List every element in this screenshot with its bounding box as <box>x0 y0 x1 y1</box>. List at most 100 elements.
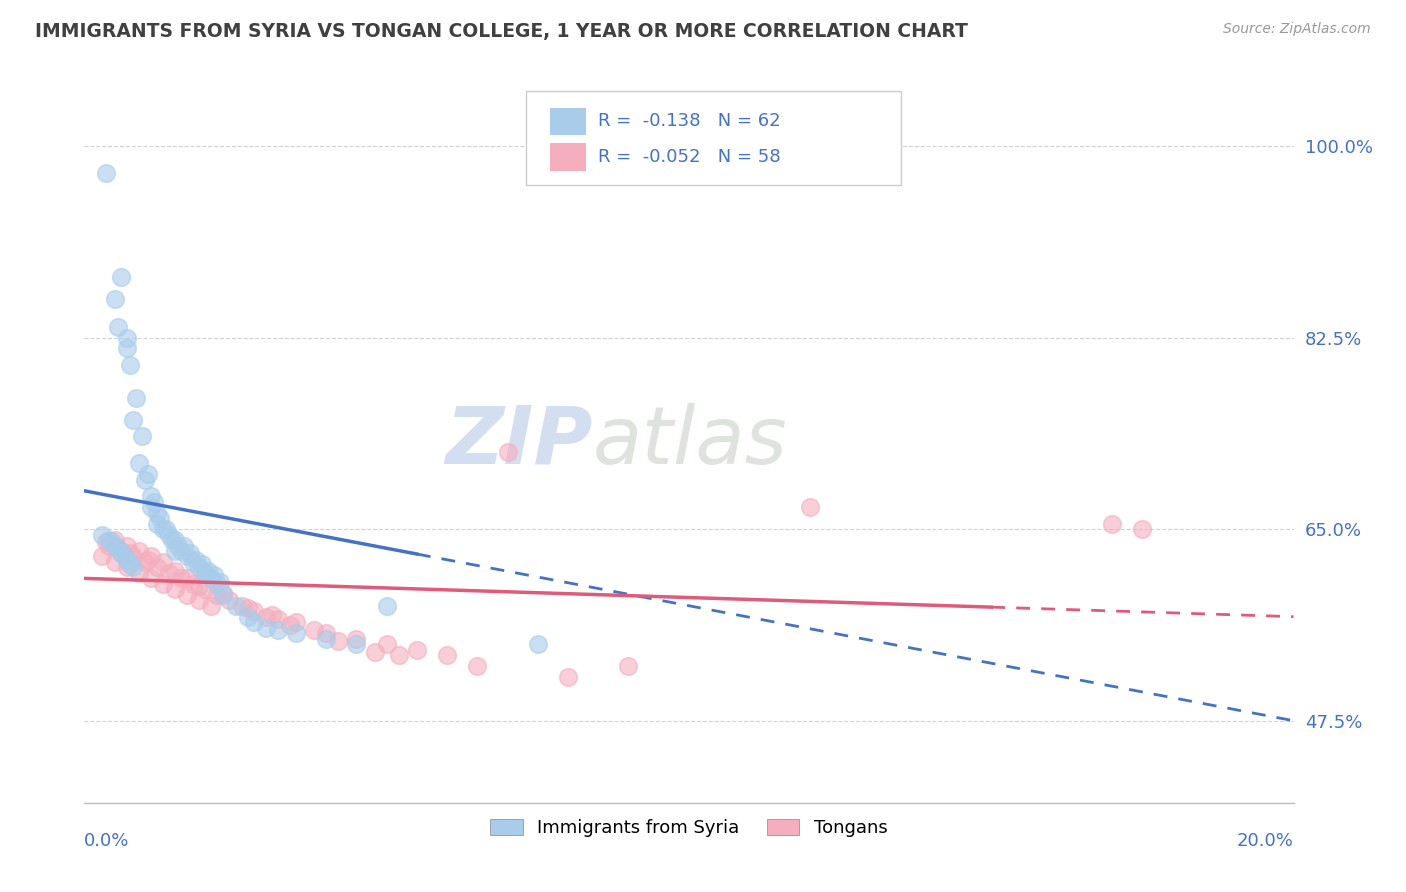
Point <box>254 609 277 624</box>
Point <box>165 564 187 578</box>
FancyBboxPatch shape <box>550 108 586 136</box>
Point <box>146 506 169 520</box>
Point <box>302 623 325 637</box>
Point <box>278 618 301 632</box>
Point <box>149 511 172 525</box>
Point <box>157 566 180 580</box>
FancyBboxPatch shape <box>550 143 586 170</box>
Point <box>139 500 162 515</box>
Point <box>212 588 235 602</box>
Point <box>94 166 117 180</box>
Point <box>328 633 350 648</box>
Point <box>115 553 138 567</box>
Point <box>236 601 259 615</box>
Point <box>115 560 138 574</box>
Point <box>115 330 138 344</box>
Point <box>231 599 253 613</box>
Point <box>467 659 489 673</box>
Point <box>115 539 138 553</box>
Text: R =  -0.052   N = 58: R = -0.052 N = 58 <box>599 148 780 166</box>
Point <box>799 500 821 515</box>
Point <box>146 560 169 574</box>
Point <box>131 429 153 443</box>
Point <box>97 539 120 553</box>
Point <box>97 533 120 547</box>
Point <box>242 604 264 618</box>
Point <box>617 659 640 673</box>
Point <box>218 593 240 607</box>
Point <box>209 574 232 589</box>
Point <box>176 549 198 564</box>
Point <box>200 571 222 585</box>
Point <box>363 645 385 659</box>
Point <box>170 571 193 585</box>
Point <box>115 342 138 356</box>
Point <box>527 637 550 651</box>
Point <box>194 566 217 580</box>
Point <box>128 457 150 471</box>
Legend: Immigrants from Syria, Tongans: Immigrants from Syria, Tongans <box>484 812 894 845</box>
Point <box>110 270 132 285</box>
Point <box>118 358 141 372</box>
Point <box>285 615 308 630</box>
Point <box>128 544 150 558</box>
Point <box>91 527 114 541</box>
Point <box>225 599 247 613</box>
Point <box>170 544 193 558</box>
Point <box>104 539 127 553</box>
Point <box>121 560 143 574</box>
Text: IMMIGRANTS FROM SYRIA VS TONGAN COLLEGE, 1 YEAR OR MORE CORRELATION CHART: IMMIGRANTS FROM SYRIA VS TONGAN COLLEGE,… <box>35 22 967 41</box>
Point <box>212 585 235 599</box>
Point <box>104 555 127 569</box>
Point <box>242 615 264 630</box>
Point <box>375 637 398 651</box>
Point <box>125 391 148 405</box>
Point <box>179 546 201 560</box>
Point <box>94 535 117 549</box>
Point <box>186 553 208 567</box>
Point <box>128 566 150 580</box>
Point <box>136 553 159 567</box>
Point <box>267 612 290 626</box>
FancyBboxPatch shape <box>526 91 901 185</box>
Point <box>236 609 259 624</box>
Point <box>110 546 132 560</box>
Point <box>176 588 198 602</box>
Point <box>152 555 174 569</box>
Point <box>285 626 308 640</box>
Text: Source: ZipAtlas.com: Source: ZipAtlas.com <box>1223 22 1371 37</box>
Point <box>181 555 204 569</box>
Point <box>104 533 127 547</box>
Point <box>110 544 132 558</box>
Point <box>112 549 135 564</box>
Point <box>104 292 127 306</box>
Point <box>194 582 217 597</box>
Point <box>260 607 283 622</box>
Point <box>121 412 143 426</box>
Point <box>134 473 156 487</box>
Point <box>107 541 129 556</box>
Point <box>107 319 129 334</box>
Text: 0.0%: 0.0% <box>84 831 129 850</box>
Point <box>157 527 180 541</box>
Point <box>165 582 187 597</box>
Point <box>107 541 129 556</box>
Point <box>197 564 219 578</box>
Point <box>136 467 159 482</box>
Point <box>406 642 429 657</box>
Point <box>207 577 229 591</box>
Point <box>176 571 198 585</box>
Point <box>315 626 337 640</box>
Point <box>118 557 141 571</box>
Point <box>181 577 204 591</box>
Point <box>160 533 183 547</box>
Point <box>121 549 143 564</box>
Point <box>100 535 122 549</box>
Point <box>375 599 398 613</box>
Point <box>146 516 169 531</box>
Point <box>139 549 162 564</box>
Point <box>188 560 211 574</box>
Point <box>139 571 162 585</box>
Point <box>134 555 156 569</box>
Point <box>388 648 411 662</box>
